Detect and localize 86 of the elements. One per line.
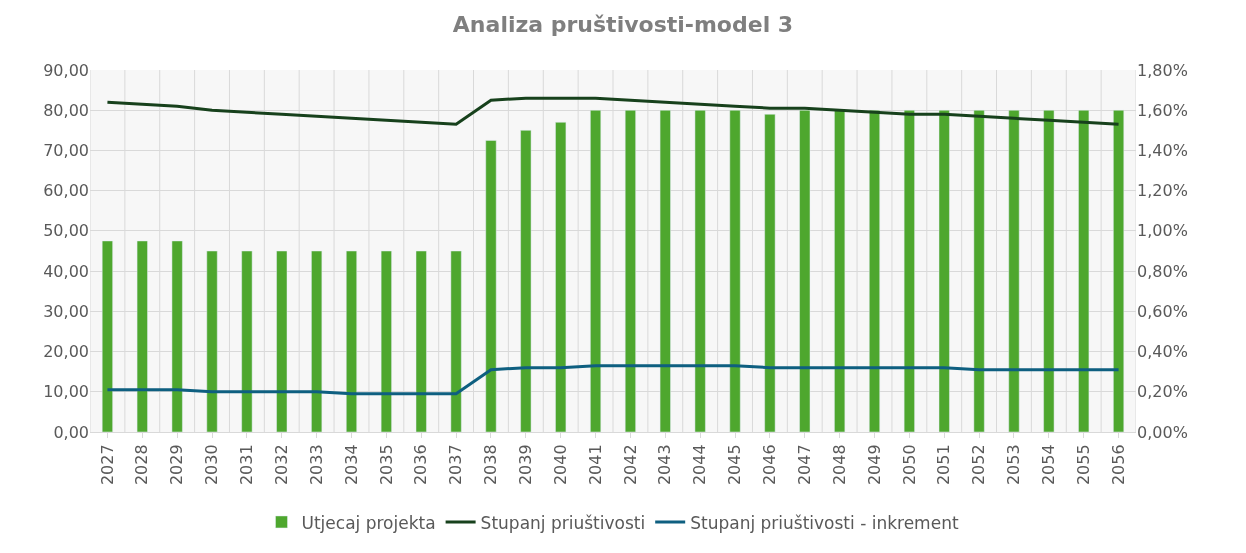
bar <box>241 250 253 432</box>
y2-tick-label: 0,60% <box>1137 301 1188 321</box>
x-tick-label: 2035 <box>376 444 396 486</box>
bar <box>311 250 323 432</box>
x-tick-label: 2037 <box>446 444 466 486</box>
bar <box>729 109 741 432</box>
bar <box>380 250 392 432</box>
x-tick-label: 2049 <box>864 444 884 486</box>
x-tick-label: 2052 <box>969 444 989 486</box>
bar <box>450 250 462 432</box>
x-tick-label: 2044 <box>690 444 710 486</box>
bar <box>834 109 846 432</box>
y2-tick-label: 1,80% <box>1137 60 1188 80</box>
x-tick-label: 2027 <box>97 444 117 486</box>
bar <box>659 109 671 432</box>
x-tick-label: 2042 <box>620 444 640 486</box>
bar <box>171 240 183 432</box>
bar <box>520 130 532 432</box>
bar <box>973 109 985 432</box>
bar <box>1008 109 1020 432</box>
y2-tick-label: 0,20% <box>1137 382 1188 402</box>
y-tick-label: 10,00 <box>43 382 89 402</box>
y-tick-label: 30,00 <box>43 301 89 321</box>
y-tick-label: 60,00 <box>43 181 89 201</box>
x-tick-label: 2034 <box>341 444 361 486</box>
bar <box>415 250 427 432</box>
x-tick-label: 2032 <box>271 444 291 486</box>
legend-label: Utjecaj projekta <box>301 512 436 533</box>
x-tick-label: 2055 <box>1073 444 1093 486</box>
x-tick-label: 2033 <box>306 444 326 486</box>
x-tick-label: 2036 <box>411 444 431 486</box>
bar <box>764 113 776 432</box>
x-tick-label: 2054 <box>1039 444 1059 486</box>
bar <box>799 109 811 432</box>
x-tick-label: 2043 <box>655 444 675 486</box>
bar <box>903 109 915 432</box>
x-tick-label: 2053 <box>1004 444 1024 486</box>
bar <box>869 109 880 432</box>
x-tick-label: 2039 <box>516 444 536 486</box>
bar <box>136 240 148 432</box>
y-tick-label: 20,00 <box>43 342 89 362</box>
bar <box>1078 109 1090 432</box>
legend-label: Stupanj priuštivosti <box>480 512 646 533</box>
bar <box>694 109 706 432</box>
y-tick-label: 50,00 <box>43 221 89 241</box>
x-tick-label: 2056 <box>1108 444 1128 486</box>
y2-tick-label: 1,40% <box>1137 141 1188 161</box>
bar <box>1113 109 1125 432</box>
bar <box>1043 109 1055 432</box>
bar <box>485 140 497 432</box>
y-tick-label: 70,00 <box>43 141 89 161</box>
x-tick-label: 2046 <box>760 444 780 486</box>
x-tick-label: 2031 <box>237 444 257 486</box>
line-series <box>105 96 1121 126</box>
x-tick-label: 2041 <box>585 444 605 486</box>
y-tick-label: 90,00 <box>43 60 89 80</box>
x-tick-label: 2029 <box>167 444 187 486</box>
x-tick-label: 2028 <box>132 444 152 486</box>
bar <box>206 250 218 432</box>
y-tick-label: 0,00 <box>53 422 89 442</box>
legend-label: Stupanj priuštivosti - inkrement <box>690 512 959 533</box>
x-tick-label: 2038 <box>481 444 501 486</box>
y-tick-label: 80,00 <box>43 100 89 120</box>
bar <box>590 109 602 432</box>
bar <box>346 250 357 432</box>
chart-title: Analiza pruštivosti-model 3 <box>452 11 794 37</box>
y2-tick-label: 1,20% <box>1137 181 1188 201</box>
bar <box>555 122 567 432</box>
y2-tick-label: 1,60% <box>1137 100 1188 120</box>
bar <box>101 240 113 432</box>
y2-tick-label: 0,00% <box>1137 422 1188 442</box>
x-tick-label: 2040 <box>550 444 570 486</box>
x-tick-label: 2048 <box>829 444 849 486</box>
x-tick-label: 2050 <box>899 444 919 486</box>
x-tick-label: 2051 <box>934 444 954 486</box>
x-tick-label: 2030 <box>202 444 222 486</box>
line-series <box>105 364 1121 396</box>
y2-tick-label: 0,80% <box>1137 261 1188 281</box>
bar <box>624 109 636 432</box>
y-tick-label: 40,00 <box>43 261 89 281</box>
x-tick-label: 2047 <box>794 444 814 486</box>
bar <box>938 109 950 432</box>
y2-tick-label: 0,40% <box>1137 342 1188 362</box>
y2-tick-label: 1,00% <box>1137 221 1188 241</box>
x-tick-label: 2045 <box>725 444 745 486</box>
bar <box>276 250 288 432</box>
